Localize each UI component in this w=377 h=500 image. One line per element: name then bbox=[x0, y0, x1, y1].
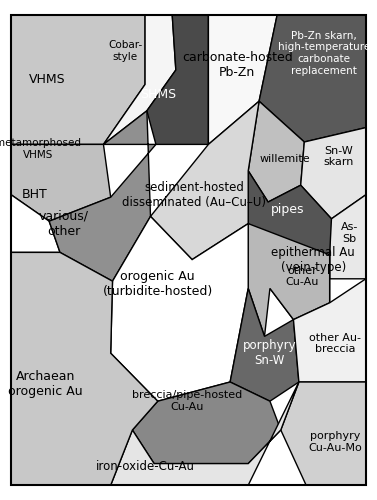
Polygon shape bbox=[111, 382, 299, 485]
Polygon shape bbox=[301, 128, 366, 219]
Polygon shape bbox=[111, 216, 248, 401]
Polygon shape bbox=[11, 15, 145, 144]
Text: carbonate-hosted
Pb-Zn: carbonate-hosted Pb-Zn bbox=[182, 51, 293, 79]
Polygon shape bbox=[259, 15, 366, 142]
Text: pipes: pipes bbox=[271, 202, 305, 215]
Text: sediment-hosted
disseminated (Au–Cu–U): sediment-hosted disseminated (Au–Cu–U) bbox=[122, 181, 266, 209]
Polygon shape bbox=[11, 195, 60, 252]
Polygon shape bbox=[293, 279, 366, 382]
Text: breccia/pipe-hosted
Cu-Au: breccia/pipe-hosted Cu-Au bbox=[132, 390, 242, 412]
Text: porphyry
Cu-Au-Mo: porphyry Cu-Au-Mo bbox=[308, 431, 362, 453]
Text: As-
Sb: As- Sb bbox=[341, 222, 358, 244]
Polygon shape bbox=[248, 224, 329, 336]
Text: VHMS: VHMS bbox=[29, 73, 66, 86]
Polygon shape bbox=[248, 171, 331, 257]
Polygon shape bbox=[11, 252, 158, 485]
Text: Cobar-
style: Cobar- style bbox=[108, 40, 142, 62]
Text: Sn-W
skarn: Sn-W skarn bbox=[323, 146, 354, 167]
Text: SHMS: SHMS bbox=[139, 88, 176, 101]
Text: iron-oxide-Cu-Au: iron-oxide-Cu-Au bbox=[96, 460, 195, 472]
Polygon shape bbox=[150, 101, 259, 260]
Text: various/
other: various/ other bbox=[38, 210, 89, 238]
Polygon shape bbox=[248, 101, 304, 202]
Polygon shape bbox=[103, 15, 176, 144]
Polygon shape bbox=[230, 288, 299, 401]
Text: epithermal Au
(vein-type): epithermal Au (vein-type) bbox=[271, 246, 355, 274]
Polygon shape bbox=[49, 111, 156, 281]
Text: Pb-Zn skarn,
high-temperature
carbonate
replacement: Pb-Zn skarn, high-temperature carbonate … bbox=[278, 31, 370, 76]
Text: willemite: willemite bbox=[259, 154, 310, 164]
Polygon shape bbox=[132, 382, 281, 464]
Text: other Au-
breccia: other Au- breccia bbox=[309, 333, 361, 354]
Text: other
Cu-Au: other Cu-Au bbox=[286, 266, 319, 287]
Polygon shape bbox=[329, 195, 366, 279]
Text: porphyry
Sn-W: porphyry Sn-W bbox=[243, 339, 297, 367]
Text: metamorphosed
VHMS: metamorphosed VHMS bbox=[0, 138, 81, 160]
Polygon shape bbox=[11, 144, 111, 221]
Polygon shape bbox=[147, 15, 208, 144]
Polygon shape bbox=[270, 255, 329, 320]
Polygon shape bbox=[281, 382, 366, 485]
Text: orogenic Au
(turbidite-hosted): orogenic Au (turbidite-hosted) bbox=[103, 270, 213, 297]
Text: BHT: BHT bbox=[22, 188, 48, 202]
Polygon shape bbox=[172, 15, 277, 144]
Text: Archaean
orogenic Au: Archaean orogenic Au bbox=[8, 370, 83, 398]
